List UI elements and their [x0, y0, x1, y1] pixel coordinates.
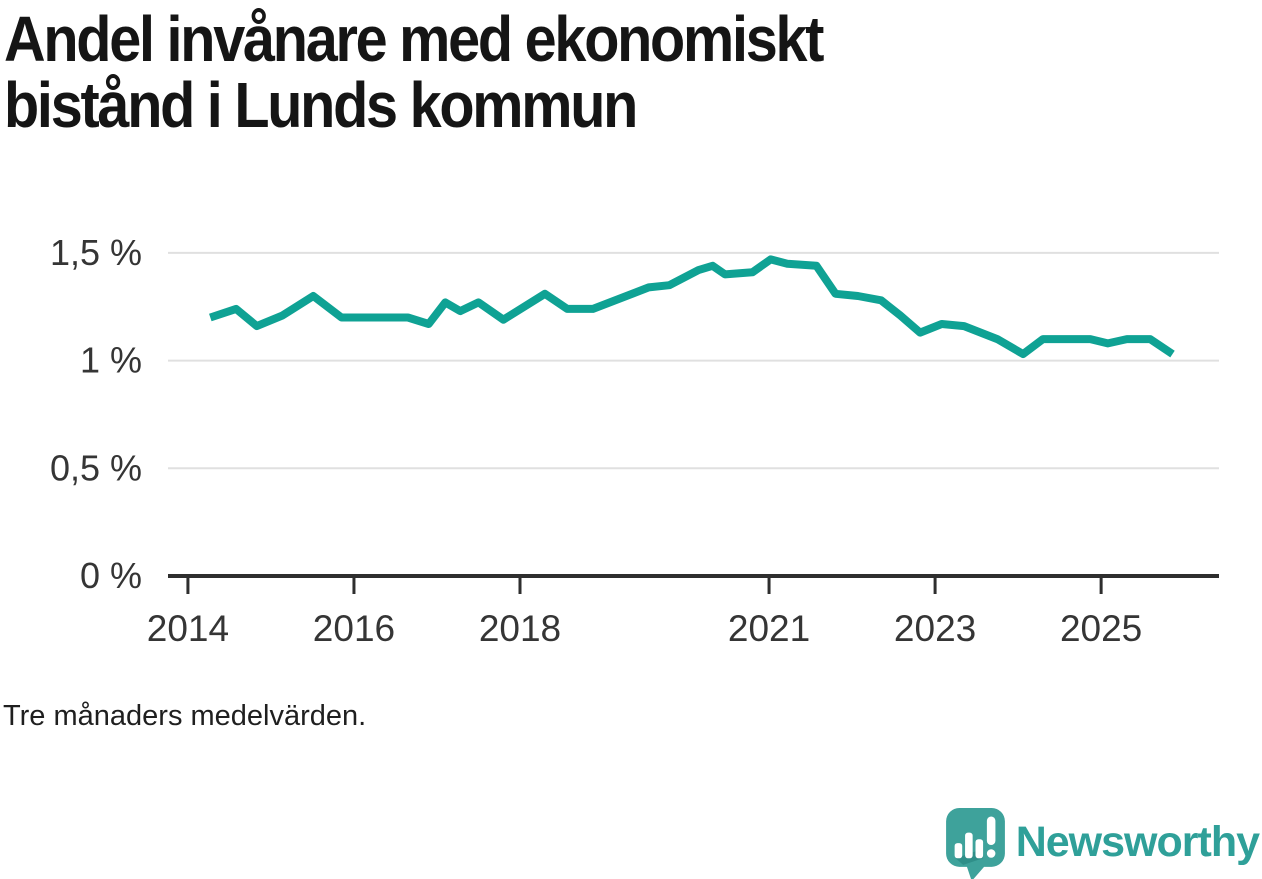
y-tick-label: 0 % [80, 555, 142, 596]
x-tick-label: 2014 [147, 608, 229, 649]
y-tick-label: 1,5 % [50, 232, 142, 273]
bar-2 [964, 832, 973, 859]
exclamation-dot [986, 849, 996, 858]
x-tick-label: 2018 [479, 608, 561, 649]
page-title-line-2: bistånd i Lunds kommun [4, 69, 638, 141]
y-tick-label: 1 % [80, 340, 142, 381]
bar-1 [954, 843, 962, 859]
x-tick-label: 2016 [313, 608, 395, 649]
y-axis-tick-labels: 1,5 % 1 % 0,5 % 0 % [50, 232, 142, 596]
footnote: Tre månaders medelvärden. [3, 700, 367, 732]
line-chart: 1,5 % 1 % 0,5 % 0 % 2014 2016 2018 2021 2023 202… [50, 232, 1219, 649]
x-tick-label: 2023 [894, 608, 976, 649]
exclamation-bar [986, 816, 996, 845]
gridlines [168, 251, 1219, 578]
x-tick-label: 2025 [1060, 608, 1142, 649]
x-tick-label: 2021 [728, 608, 810, 649]
data-line-lunds-kommun [209, 255, 1175, 359]
page-title: Andel invånare med ekonomiskt bistånd i … [4, 3, 824, 141]
branding: Newsworthy [945, 808, 1260, 879]
brand-name: Newsworthy [1015, 817, 1260, 866]
newsworthy-logo-icon [945, 808, 1005, 879]
y-tick-label: 0,5 % [50, 447, 142, 488]
page-title-line-1: Andel invånare med ekonomiskt [4, 3, 824, 75]
x-axis: 2014 2016 2018 2021 2023 2025 [147, 576, 1142, 649]
bar-3 [975, 839, 983, 859]
